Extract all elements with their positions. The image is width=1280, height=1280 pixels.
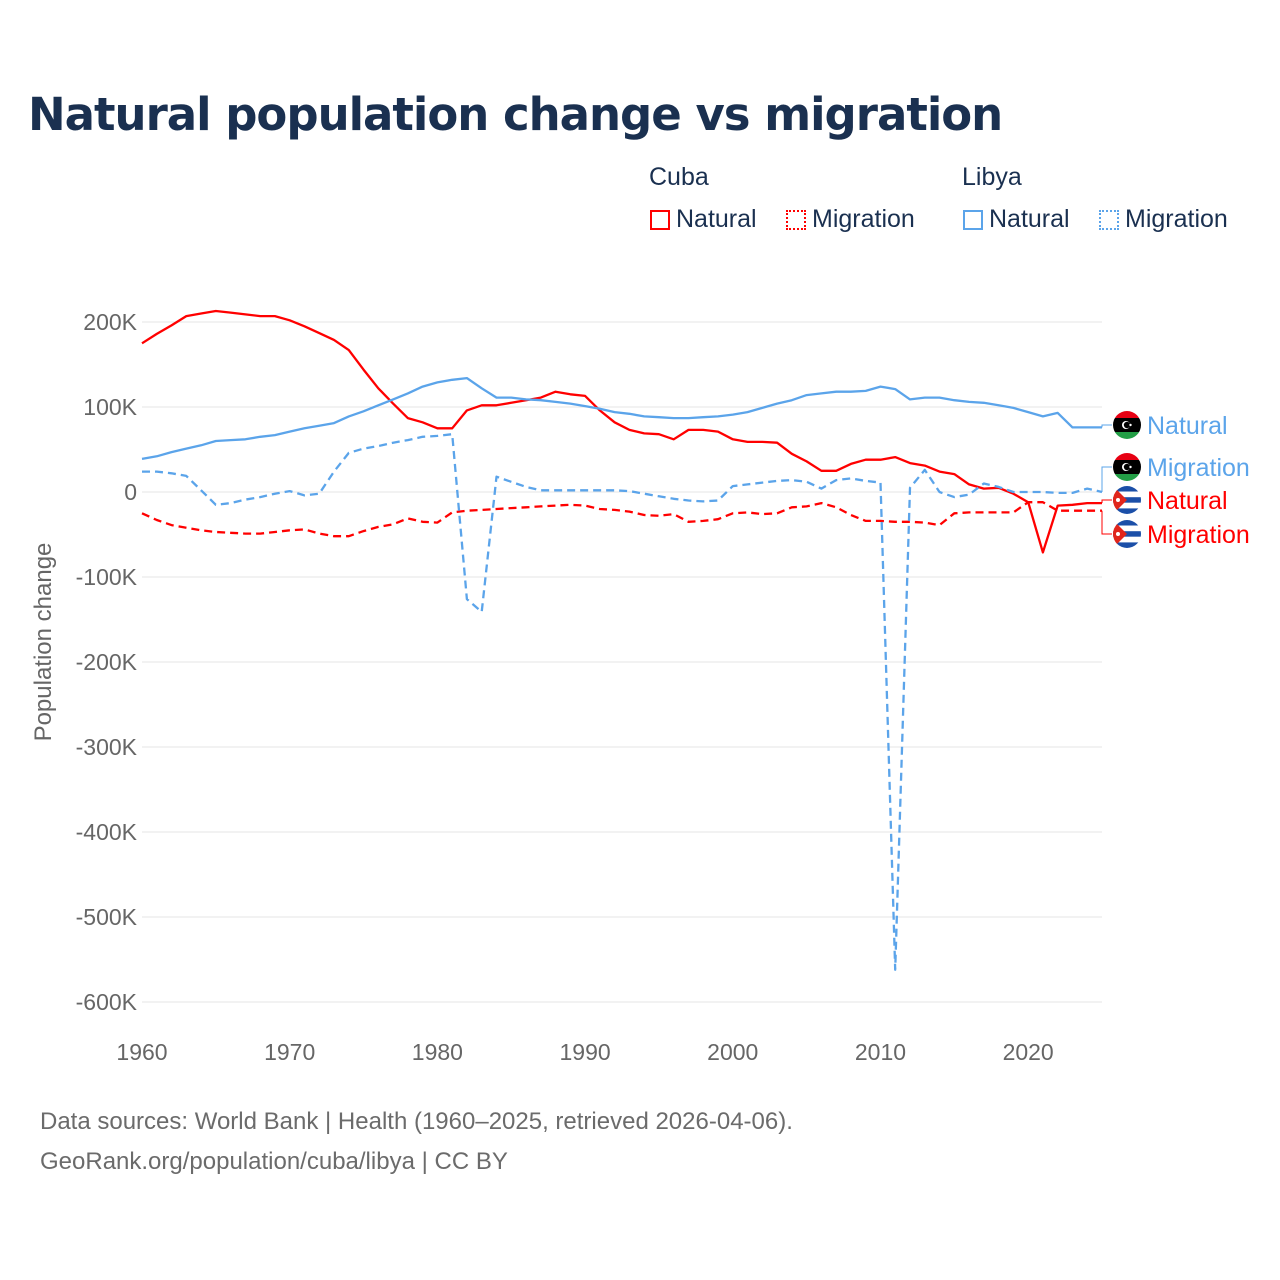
x-tick-label: 2020 — [1003, 1039, 1054, 1065]
label-connector — [1101, 499, 1112, 504]
solid-swatch-icon — [650, 209, 670, 230]
x-tick-label: 1960 — [116, 1039, 167, 1065]
legend-group-libya: Libya — [962, 163, 1022, 191]
dotted-swatch-icon — [1099, 209, 1119, 230]
x-tick-label: 1970 — [264, 1039, 315, 1065]
end-label-cuba-migration: Migration — [1147, 521, 1250, 549]
legend-cuba-migration[interactable]: Migration — [786, 205, 915, 234]
series-line-libya-natural[interactable] — [141, 376, 1102, 461]
end-label-libya-natural: Natural — [1147, 412, 1228, 440]
series-line-cuba-natural[interactable] — [141, 309, 1102, 554]
x-tick-label: 2010 — [855, 1039, 906, 1065]
solid-swatch-icon — [963, 209, 983, 230]
series-line-cuba-migration[interactable] — [141, 501, 1102, 538]
y-tick-label: 200K — [83, 309, 137, 335]
source-line-1: Data sources: World Bank | Health (1960–… — [40, 1108, 793, 1135]
label-connector — [1101, 510, 1112, 535]
y-tick-label: -300K — [76, 734, 138, 760]
legend-group-cuba: Cuba — [649, 163, 709, 191]
y-tick-label: -400K — [76, 819, 138, 845]
y-tick-label: -600K — [76, 989, 138, 1015]
label-connector — [1101, 466, 1112, 492]
y-tick-label: -200K — [76, 649, 138, 675]
y-tick-label: 0 — [124, 479, 137, 505]
x-tick-label: 1980 — [412, 1039, 463, 1065]
x-tick-label: 1990 — [559, 1039, 610, 1065]
label-connector — [1101, 424, 1112, 428]
legend-cuba-natural[interactable]: Natural — [650, 205, 757, 234]
line-chart: 200K 100K 0 -100K -200K -300K -400K -500K -600K 1… — [30, 309, 1250, 1065]
page-title: Natural population change vs migration — [28, 88, 1003, 141]
y-axis-label: Population change — [30, 543, 57, 742]
x-tick-label: 2000 — [707, 1039, 758, 1065]
legend-label: Migration — [1125, 205, 1228, 233]
legend-label: Migration — [812, 205, 915, 233]
libya-flag-icon — [1113, 411, 1141, 439]
y-tick-label: -100K — [76, 564, 138, 590]
series-line-libya-migration[interactable] — [142, 433, 1103, 971]
y-tick-label: -500K — [76, 904, 138, 930]
legend-label: Natural — [989, 205, 1070, 233]
end-label-libya-migration: Migration — [1147, 454, 1250, 482]
end-label-cuba-natural: Natural — [1147, 487, 1228, 515]
dotted-swatch-icon — [786, 209, 806, 230]
cuba-flag-icon — [1113, 486, 1141, 514]
cuba-flag-icon — [1113, 520, 1141, 548]
libya-flag-icon — [1113, 453, 1141, 481]
legend-libya-migration[interactable]: Migration — [1099, 205, 1228, 234]
y-tick-label: 100K — [83, 394, 137, 420]
source-line-2[interactable]: GeoRank.org/population/cuba/libya | CC B… — [40, 1148, 508, 1175]
legend-label: Natural — [676, 205, 757, 233]
legend-libya-natural[interactable]: Natural — [963, 205, 1070, 234]
